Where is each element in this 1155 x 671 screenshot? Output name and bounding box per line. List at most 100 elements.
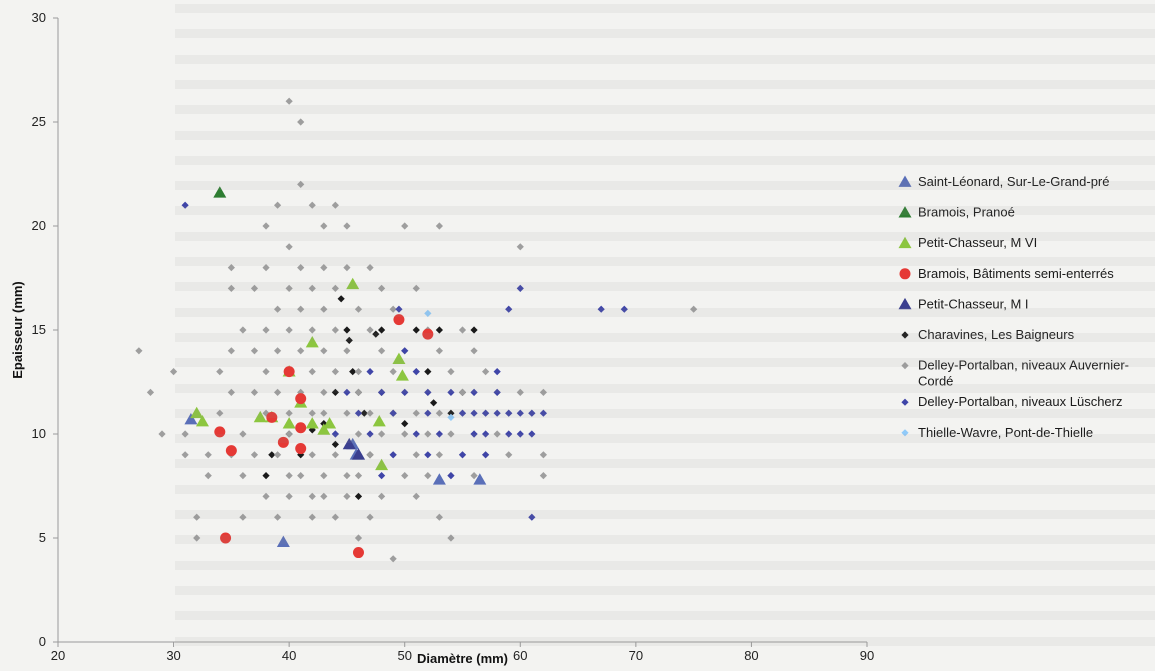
- data-point: [366, 409, 374, 417]
- y-tick-label: 20: [32, 218, 46, 233]
- data-point: [285, 409, 293, 417]
- data-point: [297, 305, 305, 313]
- y-tick-label: 15: [32, 322, 46, 337]
- data-point: [447, 409, 455, 417]
- data-point: [262, 368, 270, 376]
- data-point: [378, 284, 386, 292]
- data-point: [227, 388, 235, 396]
- data-point: [158, 430, 166, 438]
- data-point: [539, 388, 547, 396]
- data-point: [343, 472, 351, 480]
- x-tick-label: 30: [166, 648, 180, 663]
- data-point: [389, 305, 397, 313]
- data-point: [366, 264, 374, 272]
- legend-marker: [901, 331, 909, 339]
- data-point: [447, 534, 455, 542]
- data-point: [516, 430, 524, 438]
- data-point: [412, 368, 420, 376]
- legend-label: Charavines, Les Baigneurs: [918, 327, 1075, 342]
- data-point: [297, 264, 305, 272]
- data-point: [354, 430, 363, 438]
- data-point: [273, 201, 282, 209]
- data-point: [184, 412, 198, 425]
- data-point: [216, 409, 224, 417]
- data-point: [470, 347, 478, 355]
- data-point: [389, 555, 397, 563]
- data-point: [239, 326, 247, 334]
- data-point: [262, 326, 270, 334]
- data-point: [342, 437, 356, 450]
- data-point: [393, 314, 405, 326]
- data-point: [354, 368, 363, 376]
- legend-item: Delley-Portalban, niveaux Auvernier-Cord…: [901, 358, 1129, 389]
- legend-label: Delley-Portalban, niveaux Lüscherz: [918, 394, 1123, 409]
- x-tick-label: 40: [282, 648, 296, 663]
- data-point: [354, 472, 363, 480]
- data-point: [424, 409, 432, 417]
- data-point: [331, 513, 339, 521]
- data-point: [447, 388, 455, 396]
- data-point: [297, 180, 305, 188]
- data-point: [273, 388, 282, 396]
- data-point: [250, 388, 259, 396]
- data-point: [516, 284, 524, 292]
- data-point: [447, 413, 455, 421]
- data-point: [539, 472, 547, 480]
- series-points-5: [262, 295, 478, 500]
- data-point: [412, 430, 420, 438]
- data-point: [320, 222, 328, 230]
- data-point: [297, 472, 305, 480]
- data-point: [372, 330, 380, 338]
- x-axis-label: Diamètre (mm): [417, 651, 508, 666]
- data-point: [331, 440, 339, 448]
- data-point: [169, 368, 178, 376]
- data-point: [424, 430, 432, 438]
- x-tick-label: 80: [744, 648, 758, 663]
- data-point: [412, 284, 420, 292]
- series-points-2: [190, 277, 409, 471]
- data-point: [620, 305, 628, 313]
- data-point: [297, 388, 305, 396]
- data-point: [447, 430, 455, 438]
- data-point: [470, 430, 478, 438]
- data-point: [366, 368, 374, 376]
- y-tick-label: 5: [39, 530, 46, 545]
- data-point: [204, 472, 212, 480]
- legend-item: Saint-Léonard, Sur-Le-Grand-pré: [898, 174, 1110, 189]
- data-point: [331, 451, 339, 459]
- data-point: [389, 451, 397, 459]
- data-point: [227, 264, 235, 272]
- data-point: [308, 284, 316, 292]
- data-point: [295, 443, 307, 455]
- data-point: [401, 472, 409, 480]
- data-point: [227, 284, 235, 292]
- data-point: [432, 473, 446, 485]
- data-point: [378, 492, 386, 500]
- data-point: [447, 472, 455, 480]
- data-point: [458, 388, 467, 396]
- data-point: [482, 451, 490, 459]
- legend-item: Petit-Chasseur, M VI: [898, 235, 1037, 250]
- data-point: [262, 492, 270, 500]
- data-point: [435, 451, 443, 459]
- data-point: [273, 451, 282, 459]
- data-point: [412, 409, 420, 417]
- data-point: [354, 534, 363, 542]
- legend-item: Delley-Portalban, niveaux Lüscherz: [901, 394, 1123, 409]
- data-point: [430, 399, 438, 407]
- data-point: [305, 335, 319, 348]
- data-point: [351, 448, 365, 460]
- x-tick-label: 20: [51, 648, 65, 663]
- data-point: [505, 409, 513, 417]
- data-point: [239, 472, 247, 480]
- data-point: [493, 430, 501, 438]
- legend-marker: [898, 175, 912, 187]
- data-point: [214, 426, 226, 438]
- x-tick-label: 90: [860, 648, 874, 663]
- data-point: [412, 451, 420, 459]
- data-point: [285, 472, 293, 480]
- data-point: [366, 430, 374, 438]
- data-point: [331, 326, 339, 334]
- legend-marker: [898, 236, 912, 249]
